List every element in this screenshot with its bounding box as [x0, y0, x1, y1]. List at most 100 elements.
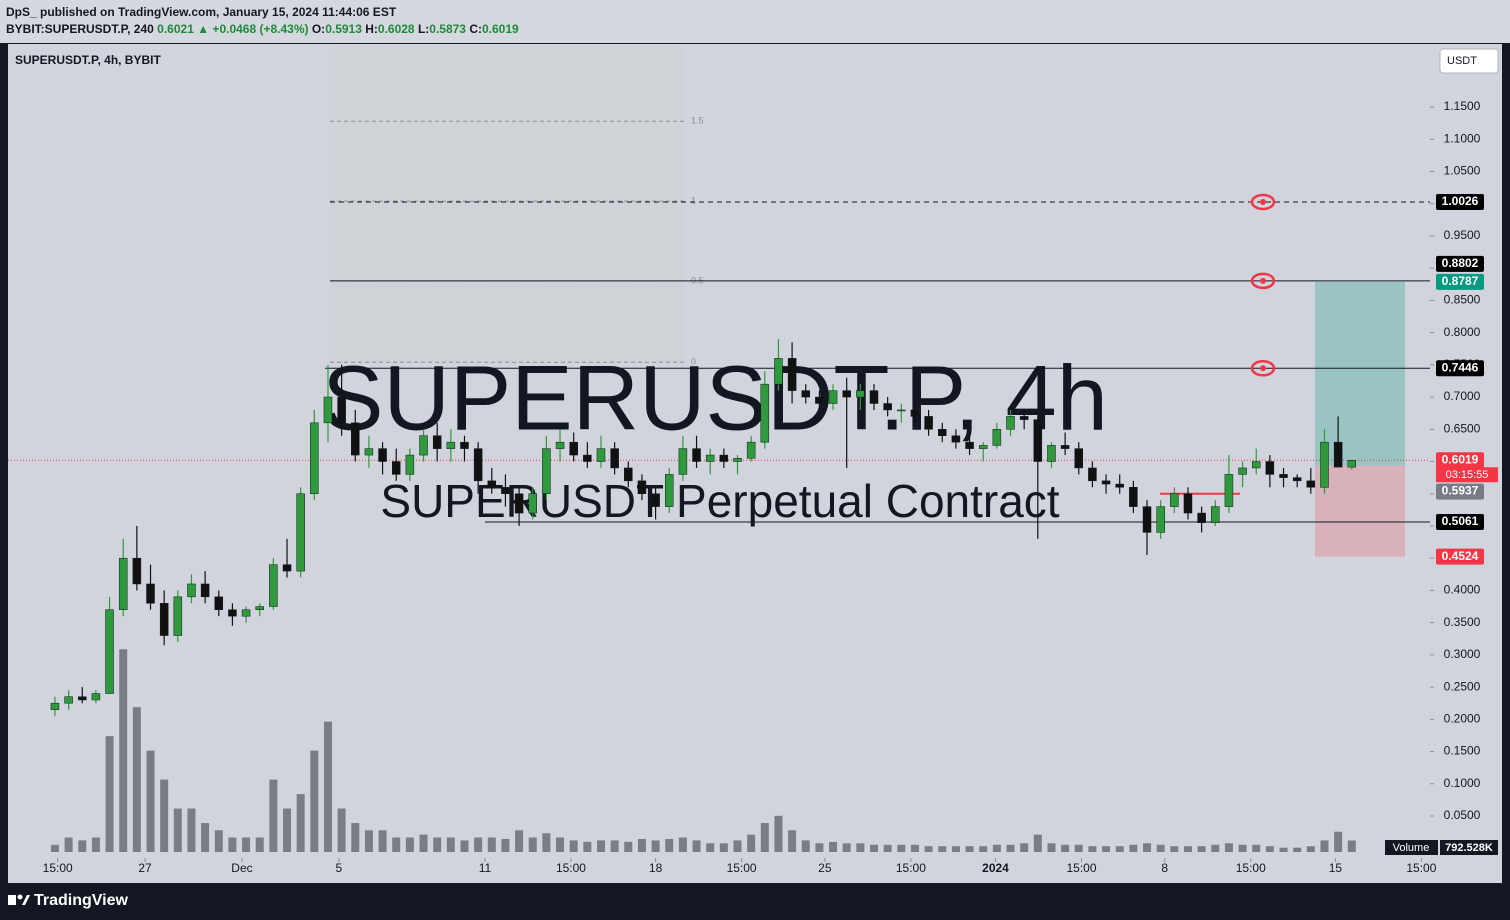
volume-bar — [938, 846, 947, 852]
volume-bar — [364, 830, 373, 852]
candle-body — [678, 448, 688, 475]
y-tick-label: 0.8500 — [1444, 293, 1481, 307]
countdown-bg — [1436, 467, 1498, 483]
candle-body — [1292, 477, 1302, 482]
candle-body — [1129, 487, 1138, 507]
candle-body — [64, 696, 73, 704]
y-tick-label: 0.2000 — [1444, 711, 1481, 725]
volume-bar — [1143, 843, 1152, 852]
volume-bar — [50, 844, 59, 852]
x-tick-label: 15:00 — [556, 861, 586, 875]
volume-bar — [515, 830, 524, 852]
y-tick-label: 0.4000 — [1444, 583, 1481, 597]
volume-bar — [665, 838, 674, 852]
volume-bar — [569, 840, 578, 852]
l-label: L: — [418, 22, 429, 36]
candle-body — [1060, 445, 1070, 449]
o-value: 0.5913 — [325, 22, 362, 36]
volume-bar — [160, 779, 169, 852]
candle-body — [978, 445, 988, 449]
candle-body — [432, 435, 442, 449]
volume-bar — [214, 830, 223, 852]
volume-bar — [173, 808, 182, 852]
volume-bar — [1156, 844, 1165, 852]
candle-body — [746, 441, 756, 459]
volume-bar — [487, 837, 496, 852]
level-label: 0.8802 — [1442, 256, 1479, 270]
candle-body — [1251, 461, 1261, 469]
chart-bg — [8, 44, 1502, 883]
level-label: 0.5061 — [1442, 514, 1479, 528]
volume-bar — [719, 843, 728, 852]
candle-body — [1279, 474, 1288, 478]
volume-bar — [1006, 844, 1015, 852]
level-label-bg — [1436, 255, 1484, 272]
volume-bar — [1347, 840, 1356, 852]
volume-bar — [774, 815, 783, 852]
x-tick-label: 15:00 — [896, 861, 926, 875]
volume-bar — [883, 844, 892, 852]
candle-body — [1019, 416, 1029, 420]
y-tick-label: 0.1500 — [1444, 744, 1481, 758]
fib-label: 1 — [691, 196, 696, 206]
volume-bar — [1061, 844, 1070, 852]
currency[interactable]: USDT — [1447, 55, 1477, 67]
volume-bar — [733, 840, 742, 852]
volume-bar — [528, 837, 537, 852]
candle-body — [774, 358, 783, 385]
h-label: H: — [365, 22, 378, 36]
volume-bar — [433, 837, 442, 852]
candle-body — [1170, 493, 1179, 507]
candle-body — [132, 557, 142, 585]
candle-body — [146, 583, 155, 604]
candle-body — [1347, 460, 1357, 468]
stop-label: 0.4524 — [1442, 549, 1479, 563]
volume-bar — [105, 736, 114, 852]
stop-zone — [1315, 465, 1405, 557]
fib-label: 1.5 — [691, 116, 704, 126]
candle-body — [801, 390, 811, 398]
candle-body — [1265, 461, 1275, 475]
candle-body — [1101, 480, 1111, 485]
candle-body — [269, 564, 278, 607]
volume-bar — [624, 841, 633, 852]
candle-body — [528, 493, 537, 514]
candle-body — [938, 429, 947, 436]
header-bg — [0, 0, 1510, 43]
volume-label: Volume — [1393, 842, 1430, 854]
candle-body — [487, 480, 497, 488]
c-label: C: — [469, 22, 482, 36]
target-zone — [1315, 281, 1405, 466]
volume-bar — [829, 841, 838, 852]
candle-body — [241, 609, 251, 617]
alert-icon-dot — [1260, 277, 1266, 284]
candle-body — [924, 416, 933, 430]
candle-body — [310, 422, 319, 494]
volume-bar — [1088, 846, 1097, 852]
y-tick-label: 1.1000 — [1444, 131, 1481, 145]
y-tick-label: 0.3500 — [1444, 615, 1481, 629]
volume-bar — [788, 830, 797, 852]
x-tick-label: 11 — [479, 861, 492, 875]
volume-bar — [460, 840, 469, 852]
level-label-bg — [1436, 514, 1484, 531]
volume-value-bg — [1440, 840, 1498, 855]
symbol: BYBIT:SUPERUSDT.P, 240 — [6, 22, 154, 36]
volume-bar — [1020, 843, 1029, 852]
c-value: 0.6019 — [482, 22, 519, 36]
ohlc-line: BYBIT:SUPERUSDT.P, 240 0.6021 ▲ +0.0468 … — [6, 22, 519, 36]
volume-bar — [542, 833, 551, 852]
candle-body — [419, 435, 428, 456]
candle-body — [446, 441, 456, 449]
volume-bar — [856, 843, 865, 852]
candle-body — [50, 702, 60, 710]
volume-bar — [187, 808, 196, 852]
level-label: 1.0026 — [1442, 194, 1479, 208]
volume-bar — [1197, 846, 1206, 852]
candle-body — [1211, 506, 1220, 523]
l-value: 0.5873 — [429, 22, 466, 36]
candle-body — [1074, 448, 1084, 469]
y-tick-label: 0.0500 — [1444, 808, 1481, 822]
o-label: O: — [312, 22, 325, 36]
currency-button[interactable] — [1439, 48, 1499, 74]
